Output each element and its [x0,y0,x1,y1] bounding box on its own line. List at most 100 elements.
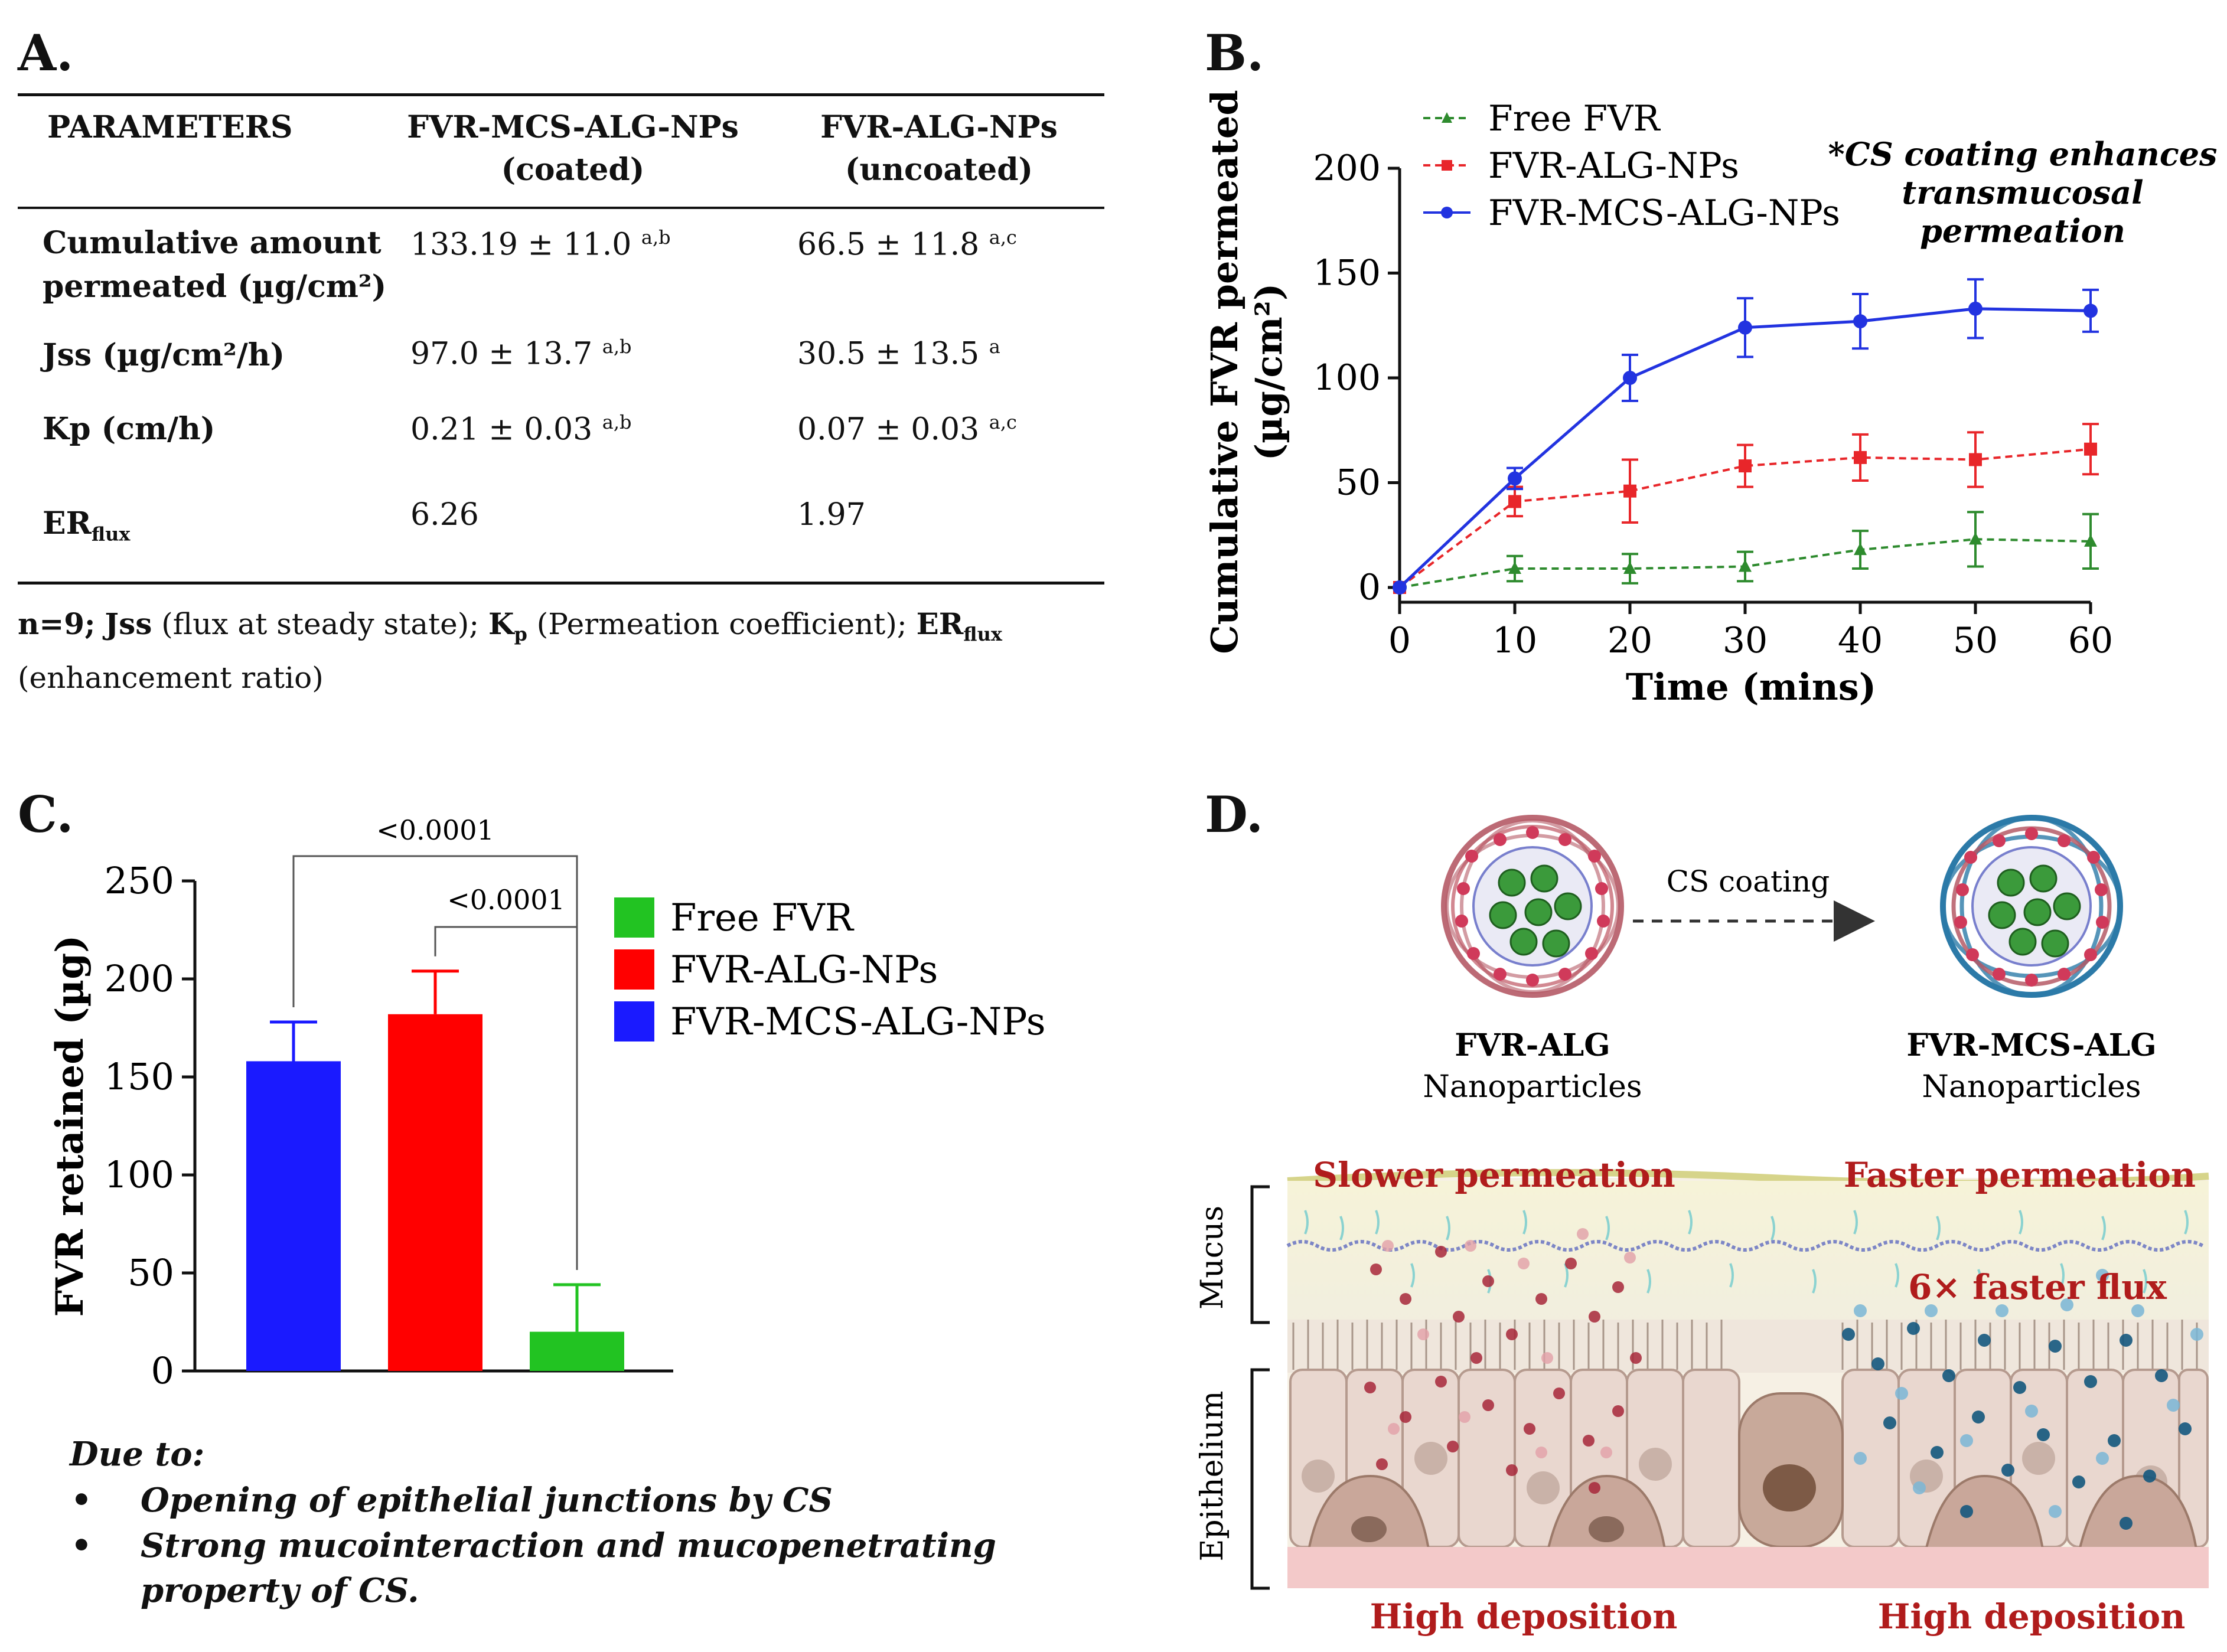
epithelium-label: Epithelium [1195,1390,1230,1561]
c-bar-2 [530,1331,624,1371]
row4-col2: 1.97 [797,497,866,533]
np-uncoated-label-2: Nanoparticles [1423,1069,1642,1105]
header-col2-line1: FVR-ALG-NPs [820,109,1058,145]
b-point [1623,561,1636,574]
np-uncoated-dots [1455,826,1610,987]
b-annotation-1: *CS coating enhances [1828,135,2218,173]
b-x-tick-label: 10 [1492,620,1537,661]
np-uncoated-core [1489,864,1582,958]
epithelium-bracket [1250,1368,1270,1590]
c-legend-swatch-1 [614,949,654,990]
note-er-desc: (enhancement ratio) [18,661,324,695]
b-point [1853,314,1867,329]
c-bracket-2 [434,926,578,1270]
due-item-2: Strong mucointeraction and mucopenetrati… [141,1523,996,1613]
np-coated-label-2: Nanoparticles [1922,1069,2141,1105]
c-y-tick-label: 200 [105,957,174,1000]
b-x-tick-label: 40 [1838,620,1883,661]
chart-c: 0 50 100 150 200 250 FVR retained (µg) <0.0001 <… [48,814,1046,1392]
b-x-tick-label: 60 [2068,620,2113,661]
c-legend-swatch-0 [614,897,654,938]
np-uncoated-label-1: FVR-ALG [1455,1027,1610,1063]
row2-col2-sup: a [989,335,1000,358]
mucin-strand [1286,1240,2204,1252]
b-annotation-3: permeation [1920,212,2125,250]
header-col1-line2: (coated) [501,152,645,188]
table-bottom-rule [18,582,1104,585]
b-x-tick-label: 30 [1723,620,1768,661]
row2-col1-value: 97.0 ± 13.7 [410,336,593,372]
row1-col1-value: 133.19 ± 11.0 [410,227,632,263]
row2-col1: 97.0 ± 13.7 a,b [410,328,631,373]
row4-label: ERflux [43,502,130,556]
diagram-d: CS coating FVR-ALG Nanoparticles FVR-MCS… [1195,815,2209,1637]
row1-col2-sup: a,c [989,226,1017,249]
b-point [1508,495,1521,508]
note-er-main: ER [916,606,964,641]
b-point [1968,301,1983,316]
note-n: n=9; [18,606,96,641]
due-item-1: Opening of epithelial junctions by CS [141,1481,833,1520]
panel-d-label: D. [1205,785,1264,844]
np-coated-label-1: FVR-MCS-ALG [1906,1027,2156,1063]
due-item-2-line2: property of CS. [141,1571,419,1610]
b-x-tick-label: 20 [1608,620,1652,661]
c-y-axis-label: FVR retained (µg) [48,935,92,1317]
c-y-tick-label: 50 [128,1251,174,1294]
c-legend-label-1: FVR-ALG-NPs [670,948,938,992]
b-point [1393,580,1407,595]
np-coated [1940,815,2123,998]
row1-label-line2: permeated (µg/cm²) [43,269,387,305]
row3-col2-sup: a,c [989,411,1017,433]
row3-col1-value: 0.21 ± 0.03 [410,412,593,448]
b-point [1739,559,1752,572]
header-col1-line1: FVR-MCS-ALG-NPs [407,109,739,145]
note-jss: Jss [105,606,152,641]
b-point [2084,534,2097,547]
c-legend-label-0: Free FVR [670,896,855,940]
due-item-2-line1: Strong mucointeraction and mucopenetrati… [141,1526,996,1565]
tissue [1286,1169,2209,1588]
b-legend-label-0: Free FVR [1488,98,1661,139]
row4-col1: 6.26 [410,497,479,533]
slower-permeation: Slower permeation [1313,1155,1675,1195]
b-x-tick-label: 0 [1388,620,1411,661]
header-col2: FVR-ALG-NPs (uncoated) [774,106,1104,191]
b-legend-marker [1442,160,1452,171]
row1-col2: 66.5 ± 11.8 a,c [797,218,1017,263]
note-jss-desc: (flux at steady state); [161,607,480,641]
b-point [1623,484,1636,498]
mucus-label: Mucus [1195,1206,1230,1310]
b-y-tick-label: 100 [1313,357,1381,399]
chart-b: 0 50 100 150 200 0 10 20 30 40 50 60 Time (mins) Cumu… [1203,90,2218,709]
row1-label-line1: Cumulative amount [43,225,382,261]
row2-col2-value: 30.5 ± 13.5 [797,336,980,372]
row3-col1: 0.21 ± 0.03 a,b [410,403,631,448]
panel-b-label: B. [1205,24,1264,82]
deposition-right: High deposition [1878,1597,2186,1637]
note-kp-desc: (Permeation coefficient); [536,607,907,641]
row1-col1: 133.19 ± 11.0 a,b [410,218,671,263]
row2-col1-sup: a,b [602,335,632,358]
b-annotation-2: transmucosal [1902,174,2143,211]
deposition-left: High deposition [1370,1597,1678,1637]
header-col2-line2: (uncoated) [845,152,1033,188]
row3-col1-sup: a,b [602,411,632,433]
red-particles [1364,1246,1642,1494]
c-legend-label-2: FVR-MCS-ALG-NPs [670,1000,1046,1044]
b-point [2084,442,2097,456]
c-bar-1 [388,1014,482,1371]
row3-label: Kp (cm/h) [43,411,216,447]
table-top-rule [18,93,1104,96]
b-x-axis-label: Time (mins) [1626,665,1876,709]
c-y-tick-label: 100 [105,1153,174,1196]
np-uncoated [1441,815,1624,998]
b-point [1623,371,1637,385]
row4-label-sub: flux [91,523,131,546]
header-col1: FVR-MCS-ALG-NPs (coated) [378,106,768,191]
row1-label: Cumulative amount permeated (µg/cm²) [43,221,386,309]
c-legend-swatch-2 [614,1001,654,1042]
table-footnote: n=9; Jss (flux at steady state); Kp (Per… [18,602,1104,700]
due-bullet-1: • [71,1481,92,1520]
b-x-tick-label: 50 [1953,620,1998,661]
